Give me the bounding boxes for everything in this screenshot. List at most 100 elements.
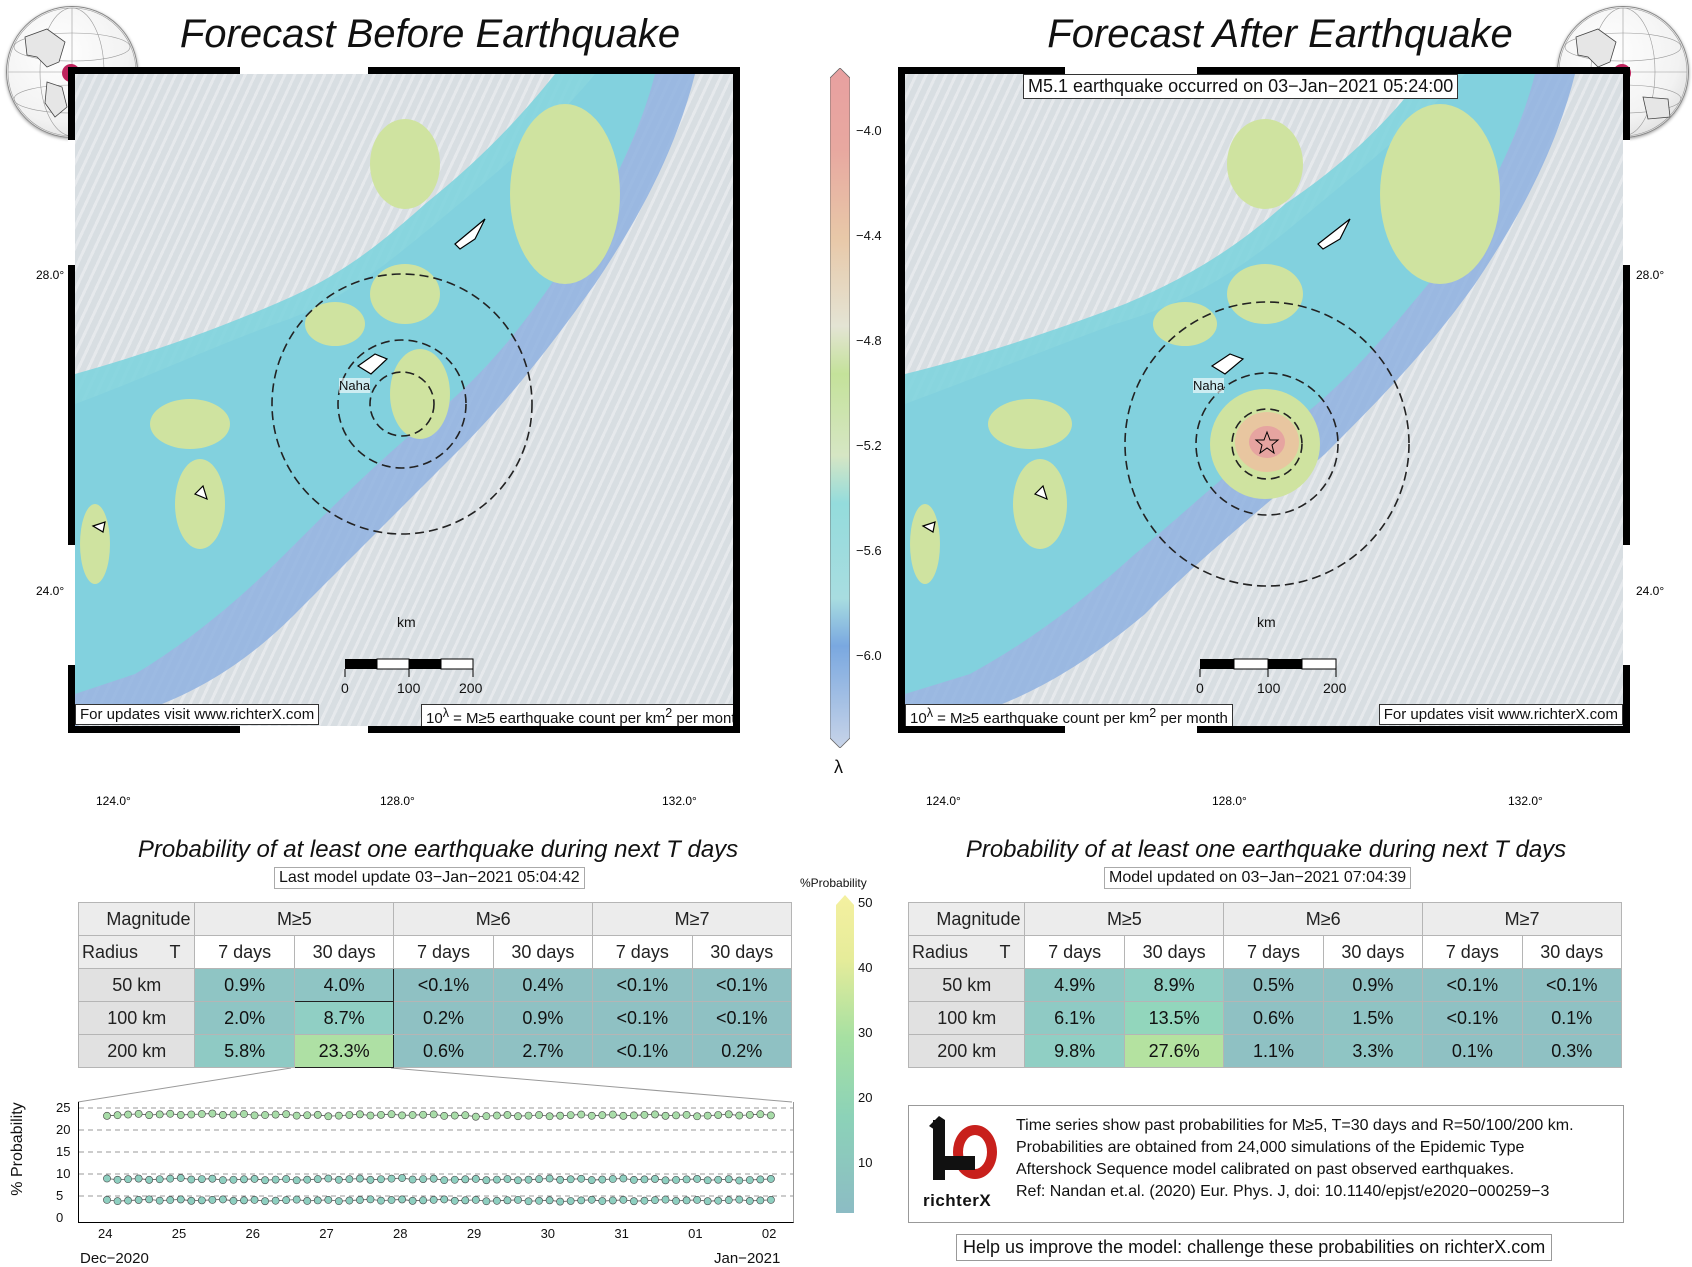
scale-label-200-right: 200	[1323, 680, 1347, 696]
ts-point	[619, 1111, 628, 1120]
ts-point	[334, 1197, 343, 1206]
lambda-legend-text: = M≥5 earthquake count per km	[448, 710, 666, 727]
ts-point	[208, 1109, 217, 1118]
ts-series-line	[106, 1177, 771, 1181]
ts-point	[503, 1175, 512, 1183]
ts-point	[545, 1112, 554, 1121]
prob-cell: 1.5%	[1322, 1001, 1424, 1035]
scale-label-0-right: 0	[1196, 680, 1204, 696]
radius-200: 200 km	[77, 1034, 196, 1068]
ts-point	[598, 1197, 607, 1205]
ts-plot	[78, 1102, 794, 1223]
ts-point	[629, 1111, 638, 1120]
ts-ytick: 10	[56, 1166, 71, 1181]
table-row: 50 km 0.9% 4.0% <0.1% 0.4% <0.1% <0.1%	[77, 968, 793, 1002]
period-30d: 30 days	[1521, 935, 1623, 969]
ts-point	[682, 1110, 691, 1119]
prob-tick-30: 30	[858, 1025, 873, 1040]
ts-point	[514, 1112, 522, 1121]
ts-point	[745, 1197, 754, 1205]
ts-point	[282, 1175, 291, 1183]
ts-point	[334, 1175, 343, 1184]
ts-point	[145, 1175, 154, 1184]
ts-point	[398, 1111, 406, 1120]
prob-cell: 0.2%	[393, 1001, 494, 1035]
prob-cell: 2.0%	[194, 1001, 295, 1035]
ts-point	[324, 1174, 333, 1183]
updates-link[interactable]: For updates visit www.richterX.com	[75, 704, 320, 725]
ts-point	[387, 1196, 396, 1204]
ts-point	[535, 1196, 543, 1205]
ts-point	[450, 1196, 459, 1205]
ts-point	[429, 1195, 438, 1204]
mag-m5: M≥5	[194, 902, 395, 936]
ts-point	[461, 1175, 470, 1184]
ts-point	[693, 1112, 702, 1121]
period-30d: 30 days	[492, 935, 594, 969]
ts-point	[693, 1175, 702, 1183]
ts-point	[377, 1196, 385, 1205]
updates-link-right[interactable]: For updates visit www.richterX.com	[1378, 704, 1623, 725]
lat-label-28: 28.0°	[36, 268, 65, 282]
ts-point	[282, 1196, 291, 1205]
right-map-title: Forecast After Earthquake	[1047, 12, 1513, 56]
prob-cell: 1.1%	[1223, 1034, 1324, 1068]
frame-ticks-right	[1065, 67, 1197, 74]
prob-cell: 0.6%	[1223, 1001, 1324, 1035]
ts-point	[756, 1110, 765, 1119]
mag-m5: M≥5	[1024, 902, 1225, 936]
ts-point	[493, 1111, 501, 1120]
right-map-frame: M5.1 earthquake occurred on 03−Jan−2021 …	[898, 67, 1630, 733]
ts-point	[419, 1110, 428, 1119]
ts-point	[651, 1196, 659, 1205]
ts-point	[661, 1195, 670, 1204]
ts-point	[176, 1111, 185, 1119]
t-header: T	[169, 941, 181, 962]
ts-point	[693, 1195, 702, 1204]
ts-point	[103, 1195, 111, 1204]
ts-point	[229, 1196, 238, 1205]
scale-unit: km	[397, 614, 416, 630]
ts-point	[566, 1175, 575, 1184]
ts-point	[387, 1110, 396, 1119]
lon-label-124: 124.0°	[96, 794, 131, 808]
ts-point	[261, 1111, 269, 1119]
lat-label-24: 24.0°	[36, 584, 65, 598]
left-update-note: Last model update 03−Jan−2021 05:04:42	[274, 867, 585, 889]
ts-series-line	[106, 1113, 771, 1118]
ts-point	[661, 1111, 670, 1120]
ts-point	[703, 1176, 712, 1185]
prob-cell: 0.6%	[393, 1034, 494, 1068]
ts-point	[608, 1110, 617, 1119]
radius-50: 50 km	[907, 968, 1026, 1002]
prob-tick-20: 20	[858, 1090, 873, 1105]
prob-cell: 0.1%	[1521, 1001, 1623, 1035]
table-row: 50 km 4.9% 8.9% 0.5% 0.9% <0.1% <0.1%	[907, 968, 1623, 1002]
ts-point	[471, 1175, 480, 1183]
ts-point	[292, 1176, 301, 1185]
mag-m7: M≥7	[1422, 902, 1622, 936]
ts-point	[219, 1111, 227, 1119]
ts-point	[745, 1110, 754, 1119]
ts-point	[377, 1110, 385, 1119]
radius-header: Radius	[82, 941, 139, 962]
help-link[interactable]: Help us improve the model: challenge the…	[956, 1234, 1553, 1261]
ts-point	[556, 1175, 565, 1184]
ts-point	[450, 1111, 459, 1120]
period-7d: 7 days	[393, 935, 494, 969]
ts-point	[229, 1110, 238, 1119]
left-prob-table: Magnitude M≥5 M≥6 M≥7 Radius T 7 days 30…	[77, 902, 793, 1068]
prob-cell: 4.9%	[1024, 968, 1125, 1002]
ts-xtick: 27	[319, 1226, 334, 1241]
ts-point	[535, 1175, 543, 1183]
ts-point	[208, 1174, 217, 1183]
ts-point	[408, 1196, 417, 1205]
lambda-legend-right-exp2: 2	[1149, 706, 1157, 720]
richterx-logo-icon[interactable]: richterX	[923, 1114, 1003, 1214]
ts-point	[408, 1175, 417, 1184]
ts-x-start: Dec−2020	[80, 1250, 149, 1267]
ts-point	[113, 1175, 122, 1184]
ts-point	[134, 1109, 143, 1118]
prob-cell-highlight: 23.3%	[293, 1034, 395, 1068]
ts-point	[651, 1110, 659, 1119]
